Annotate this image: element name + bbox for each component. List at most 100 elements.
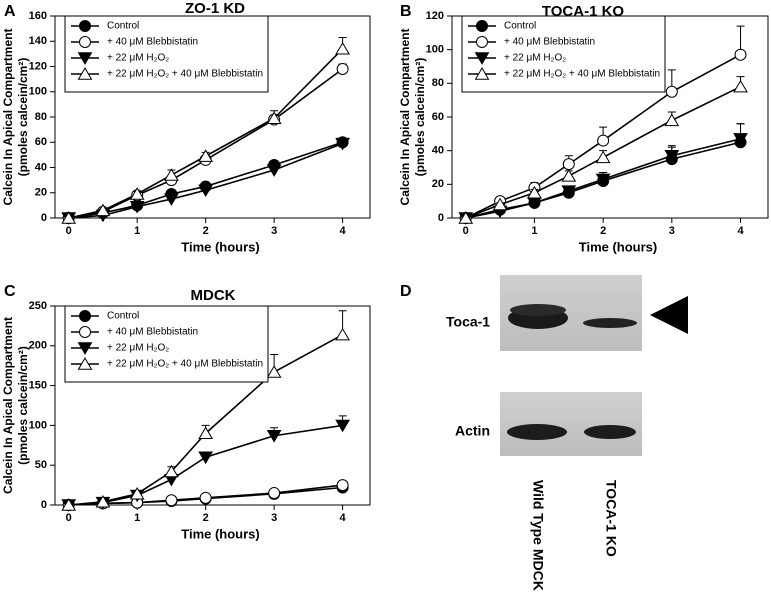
- marker: [335, 327, 350, 341]
- marker: [266, 430, 282, 443]
- x-tick-label: 3: [271, 225, 277, 237]
- marker: [266, 365, 282, 378]
- legend-label: + 40 μM Blebbistatin: [107, 327, 198, 338]
- marker: [129, 200, 145, 214]
- marker: [77, 342, 93, 355]
- marker: [474, 67, 490, 80]
- marker: [77, 357, 93, 370]
- y-tick-label: 250: [29, 300, 47, 312]
- marker: [198, 451, 214, 465]
- marker: [561, 185, 577, 198]
- blot-band: [583, 318, 637, 328]
- y-tick-label: 20: [35, 187, 47, 199]
- blot-band: [584, 425, 636, 439]
- legend-label: + 40 μM Blebbistatin: [504, 37, 595, 48]
- marker: [458, 211, 474, 224]
- marker: [336, 63, 349, 76]
- y-axis-label: Calcein In Apical Compartment: [398, 29, 412, 206]
- lane-label: TOCA-1 KO: [603, 480, 619, 557]
- legend-frame: [64, 305, 269, 383]
- marker: [198, 149, 214, 162]
- legend-label: Control: [504, 21, 536, 32]
- blot-band: [510, 304, 566, 316]
- x-axis-label: Time (hours): [181, 239, 260, 254]
- marker: [79, 36, 91, 48]
- marker: [198, 426, 214, 440]
- marker: [476, 20, 488, 32]
- marker: [335, 137, 350, 151]
- y-tick-label: 0: [41, 499, 47, 511]
- legend-label: Control: [107, 21, 139, 32]
- marker: [79, 310, 91, 322]
- y-tick-label: 0: [438, 212, 444, 224]
- y-axis-label: (pmoles calcein/cm²): [16, 346, 30, 465]
- x-tick-label: 3: [271, 512, 277, 524]
- lane-label: Wild Type MDCK: [530, 480, 546, 591]
- marker: [474, 52, 490, 65]
- x-tick-label: 2: [600, 225, 606, 237]
- legend-frame: [461, 15, 666, 93]
- marker: [665, 85, 678, 98]
- marker: [77, 67, 93, 80]
- y-tick-label: 200: [29, 340, 47, 352]
- x-tick-label: 2: [203, 512, 209, 524]
- marker: [79, 326, 91, 338]
- x-tick-label: 2: [203, 225, 209, 237]
- marker: [733, 79, 748, 93]
- y-tick-label: 100: [29, 419, 47, 431]
- marker: [268, 487, 281, 500]
- marker: [198, 184, 214, 198]
- series: [61, 36, 350, 224]
- y-tick-label: 140: [29, 35, 47, 47]
- series: [61, 310, 350, 511]
- legend-label: + 22 μM H₂O₂: [504, 53, 566, 64]
- x-tick-label: 4: [340, 225, 347, 237]
- y-tick-label: 80: [35, 111, 47, 123]
- marker: [335, 41, 350, 55]
- panel-letter: D: [400, 283, 412, 300]
- marker: [77, 52, 93, 65]
- marker: [335, 419, 350, 433]
- marker: [664, 113, 680, 127]
- y-tick-label: 80: [432, 77, 444, 89]
- chart-title: ZO-1 KD: [185, 0, 245, 17]
- y-tick-label: 60: [35, 136, 47, 148]
- y-tick-label: 100: [29, 86, 47, 98]
- panel-letter: B: [400, 3, 412, 20]
- band-label: Toca-1: [446, 314, 490, 330]
- x-tick-label: 0: [66, 225, 72, 237]
- x-axis-label: Time (hours): [579, 239, 658, 254]
- marker: [336, 479, 349, 492]
- panel-letter: A: [4, 3, 16, 20]
- marker: [61, 211, 77, 224]
- y-tick-label: 160: [29, 10, 47, 22]
- marker: [95, 494, 111, 508]
- marker: [95, 203, 111, 217]
- x-tick-label: 4: [340, 512, 347, 524]
- y-tick-label: 100: [426, 44, 444, 56]
- x-axis-label: Time (hours): [181, 526, 260, 541]
- marker: [164, 464, 179, 478]
- y-tick-label: 40: [432, 145, 444, 157]
- x-tick-label: 1: [134, 225, 140, 237]
- marker: [129, 487, 145, 500]
- marker: [561, 169, 577, 182]
- marker: [129, 187, 145, 200]
- marker: [595, 150, 611, 164]
- series: [458, 76, 748, 224]
- marker: [562, 158, 575, 171]
- legend-label: + 22 μM H₂O₂: [107, 343, 169, 354]
- y-tick-label: 150: [29, 380, 47, 392]
- y-tick-label: 40: [35, 161, 47, 173]
- marker: [165, 494, 178, 507]
- y-tick-label: 0: [41, 212, 47, 224]
- x-tick-label: 0: [66, 512, 72, 524]
- y-axis-label: (pmoles calcein/cm²): [16, 58, 30, 177]
- legend-label: + 22 μM H₂O₂ + 40 μM Blebbistatin: [107, 69, 263, 80]
- marker: [164, 193, 179, 206]
- y-tick-label: 120: [426, 10, 444, 22]
- x-tick-label: 1: [134, 512, 140, 524]
- marker: [734, 48, 747, 61]
- marker: [597, 134, 610, 147]
